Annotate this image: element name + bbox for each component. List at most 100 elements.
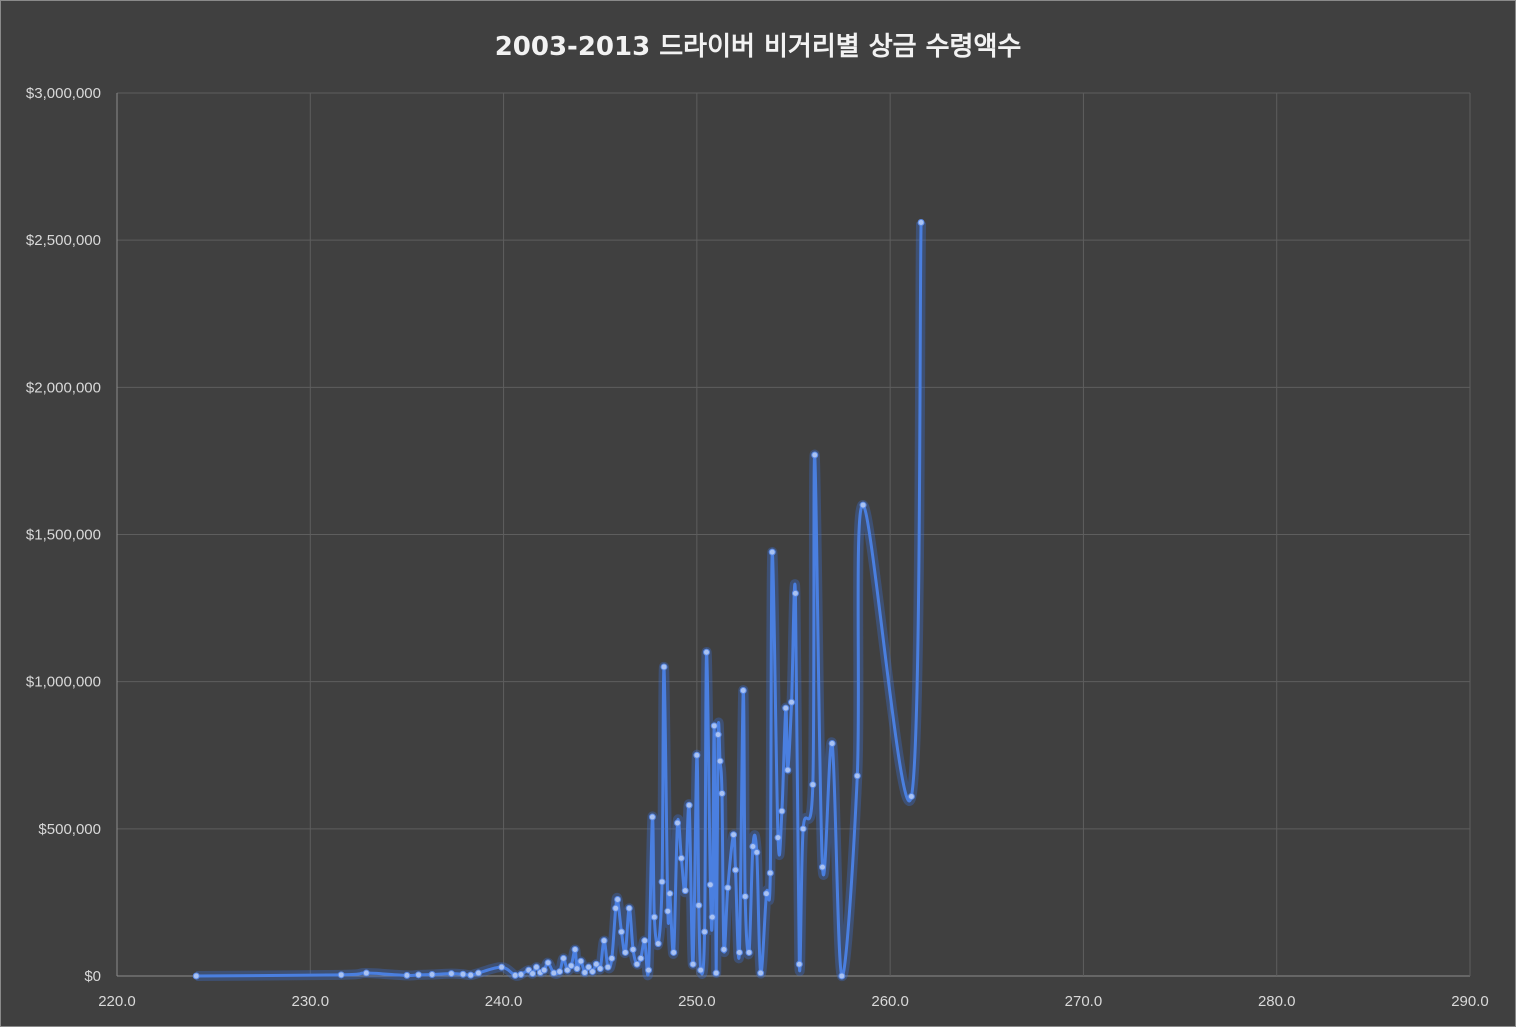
data-point <box>809 781 817 789</box>
x-tick-label: 250.0 <box>678 993 716 1010</box>
x-tick-label: 260.0 <box>871 993 909 1010</box>
data-point <box>917 219 925 227</box>
data-point <box>664 907 672 915</box>
data-point <box>596 965 604 973</box>
data-point <box>732 866 740 874</box>
data-point <box>670 948 678 956</box>
data-point <box>735 948 743 956</box>
data-point <box>625 904 633 912</box>
data-point <box>685 801 693 809</box>
data-point <box>573 965 581 973</box>
data-point <box>730 831 738 839</box>
data-point <box>550 969 558 977</box>
data-point <box>677 854 685 862</box>
data-point <box>467 971 475 979</box>
data-point <box>753 848 761 856</box>
x-tick-label: 270.0 <box>1065 993 1103 1010</box>
data-point <box>415 971 423 979</box>
data-point <box>706 881 714 889</box>
data-point <box>741 893 749 901</box>
data-point <box>577 957 585 965</box>
data-point <box>838 972 846 980</box>
data-point <box>788 698 796 706</box>
data-point <box>859 501 867 509</box>
data-point <box>544 959 552 967</box>
data-point <box>592 960 600 968</box>
data-point <box>791 589 799 597</box>
data-point <box>710 722 718 730</box>
data-point <box>697 966 705 974</box>
y-tick-label: $0 <box>84 968 101 985</box>
data-point <box>853 772 861 780</box>
data-point <box>633 960 641 968</box>
data-point <box>645 966 653 974</box>
data-point <box>708 913 716 921</box>
data-point <box>474 969 482 977</box>
data-point <box>768 548 776 556</box>
data-point <box>608 954 616 962</box>
data-point <box>714 731 722 739</box>
data-point <box>720 946 728 954</box>
data-point <box>811 451 819 459</box>
data-point <box>337 971 345 979</box>
data-point <box>588 968 596 976</box>
data-point <box>498 963 506 971</box>
data-point <box>600 937 608 945</box>
data-point <box>757 969 765 977</box>
data-point <box>629 946 637 954</box>
data-point <box>689 960 697 968</box>
chart-title: 2003-2013 드라이버 비거리별 상금 수령액수 <box>494 32 1022 62</box>
data-point <box>567 962 575 970</box>
data-point <box>766 869 774 877</box>
data-point <box>447 970 455 978</box>
y-tick-label: $2,000,000 <box>26 379 101 396</box>
data-point <box>666 890 674 898</box>
data-point <box>511 971 519 979</box>
y-tick-label: $500,000 <box>38 821 101 838</box>
data-point <box>774 834 782 842</box>
data-point <box>762 890 770 898</box>
data-point <box>739 686 747 694</box>
data-point <box>614 895 622 903</box>
data-point <box>654 940 662 948</box>
data-point <box>718 790 726 798</box>
y-tick-label: $3,000,000 <box>26 85 101 102</box>
data-point <box>745 948 753 956</box>
y-tick-label: $1,500,000 <box>26 527 101 544</box>
data-point <box>907 792 915 800</box>
data-point <box>828 739 836 747</box>
data-point <box>784 766 792 774</box>
data-point <box>563 966 571 974</box>
y-tick-label: $2,500,000 <box>26 232 101 249</box>
x-tick-label: 280.0 <box>1258 993 1296 1010</box>
data-point <box>641 937 649 945</box>
data-point <box>571 946 579 954</box>
data-point <box>621 948 629 956</box>
x-tick-label: 240.0 <box>485 993 523 1010</box>
data-point <box>559 954 567 962</box>
data-point <box>650 913 658 921</box>
data-point <box>693 751 701 759</box>
data-point <box>517 971 525 979</box>
series-line-glow <box>196 222 927 982</box>
x-tick-label: 230.0 <box>292 993 330 1010</box>
y-tick-label: $1,000,000 <box>26 674 101 691</box>
data-point <box>724 884 732 892</box>
data-point <box>648 813 656 821</box>
data-point <box>617 928 625 936</box>
data-point <box>581 968 589 976</box>
data-point <box>192 972 200 980</box>
data-point <box>612 904 620 912</box>
data-point <box>778 807 786 815</box>
data-point <box>540 966 548 974</box>
data-point <box>403 971 411 979</box>
data-point <box>362 969 370 977</box>
data-point <box>795 960 803 968</box>
data-point <box>660 663 668 671</box>
data-point <box>529 970 537 978</box>
data-point <box>701 928 709 936</box>
data-point <box>695 901 703 909</box>
data-point <box>716 757 724 765</box>
data-point <box>459 970 467 978</box>
data-point <box>782 704 790 712</box>
